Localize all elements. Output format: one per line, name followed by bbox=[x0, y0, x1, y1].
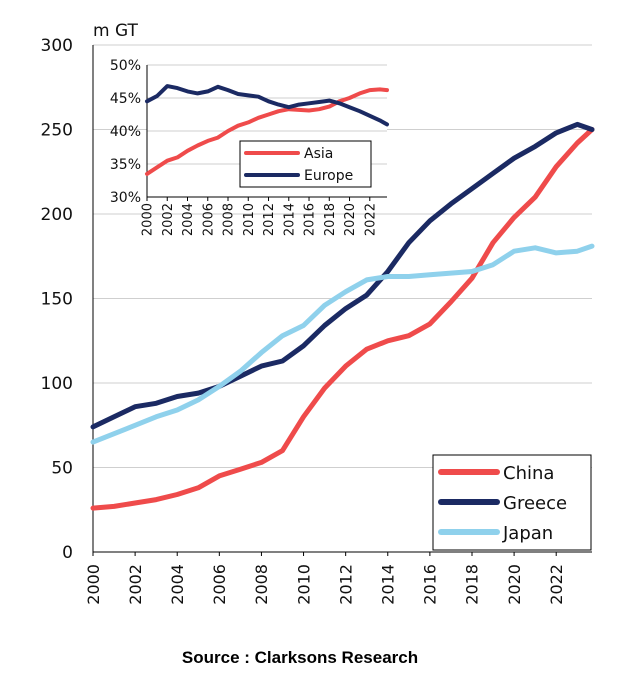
main-x-tick-label: 2022 bbox=[547, 564, 566, 605]
main-x-tick-label: 2004 bbox=[168, 564, 187, 605]
chart-svg: 0 50 100 150 200 250 300 2000 2002 2004 2006 2008 20… bbox=[41, 21, 595, 605]
legend-label-china: China bbox=[503, 463, 554, 484]
legend-label-japan: Japan bbox=[502, 523, 553, 544]
inset-x-tick-label: 2020 bbox=[343, 203, 358, 236]
main-x-tick-label: 2000 bbox=[84, 564, 103, 605]
main-x-tick-label: 2014 bbox=[379, 564, 398, 605]
inset-x-tick-label: 2010 bbox=[242, 203, 257, 236]
series-line-europe bbox=[145, 84, 389, 127]
main-y-tick-label: 300 bbox=[41, 36, 73, 56]
main-y-tick-label: 250 bbox=[41, 121, 73, 141]
main-x-tick-label: 2020 bbox=[505, 564, 524, 605]
inset-x-tick-label: 2012 bbox=[262, 203, 277, 236]
source-note: Source : Clarksons Research bbox=[181, 648, 419, 667]
inset-y-tick-label: 35% bbox=[110, 157, 141, 173]
inset-x-tick-label: 2016 bbox=[303, 203, 318, 236]
inset-y-tick-label: 30% bbox=[110, 190, 141, 206]
legend-label-greece: Greece bbox=[503, 493, 567, 514]
main-x-tick-label: 2008 bbox=[252, 564, 271, 605]
inset-legend-box bbox=[239, 140, 372, 188]
series-line-china bbox=[90, 127, 595, 511]
series-line-asia bbox=[145, 87, 389, 176]
inset-x-tick-label: 2006 bbox=[201, 203, 216, 236]
inset-y-tick-label: 45% bbox=[110, 91, 141, 107]
main-y-tick-label: 50 bbox=[51, 459, 73, 479]
series-line-greece bbox=[90, 121, 595, 430]
inset-y-tick-label: 50% bbox=[110, 58, 141, 74]
main-x-tick-label: 2006 bbox=[210, 564, 229, 605]
main-y-tick-label: 100 bbox=[41, 374, 73, 394]
inset-x-tick-label: 2022 bbox=[363, 203, 378, 236]
main-x-tick-label: 2018 bbox=[463, 564, 482, 605]
unit-label: m GT bbox=[93, 21, 139, 41]
main-x-tick-label: 2016 bbox=[421, 564, 440, 605]
main-x-tick-label: 2002 bbox=[126, 564, 145, 605]
main-y-tick-label: 200 bbox=[41, 205, 73, 225]
inset-x-tick-label: 2002 bbox=[161, 203, 176, 236]
main-y-tick-label: 0 bbox=[62, 543, 73, 563]
inset-x-tick-label: 2014 bbox=[282, 203, 297, 236]
series-line-japan bbox=[90, 243, 595, 445]
main-x-tick-label: 2010 bbox=[294, 564, 313, 605]
inset-x-tick-label: 2008 bbox=[222, 203, 237, 236]
inset-x-tick-label: 2000 bbox=[141, 203, 156, 236]
main-x-tick-label: 2012 bbox=[336, 564, 355, 605]
inset-legend-label-europe: Europe bbox=[304, 168, 353, 184]
main-y-tick-label: 150 bbox=[41, 290, 73, 310]
inset-y-tick-label: 40% bbox=[110, 124, 141, 140]
inset-legend-label-asia: Asia bbox=[304, 146, 333, 162]
inset-x-tick-label: 2004 bbox=[181, 203, 196, 236]
inset-x-tick-label: 2018 bbox=[323, 203, 338, 236]
